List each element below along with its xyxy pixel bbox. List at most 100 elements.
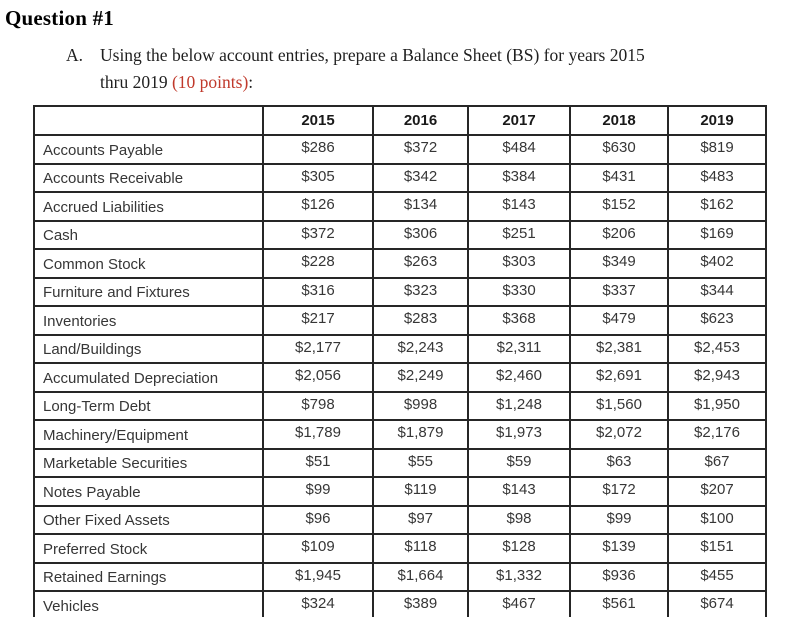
table-row: Notes Payable $99 $119 $143 $172 $207 [33,476,767,507]
value-cell: $330 [467,276,571,307]
account-label-cell: Cash [33,219,264,250]
year-header-2015: 2015 [262,105,374,136]
account-label-cell: Accounts Payable [33,134,264,165]
value-cell: $97 [372,504,469,535]
value-cell: $483 [667,162,767,193]
instruction-line-2: thru 2019 (10 points): [100,69,776,96]
account-table-body: Accounts Payable $286 $372 $484 $630 $819 Ac… [33,134,767,617]
account-label-cell: Land/Buildings [33,333,264,364]
table-row: Accounts Payable $286 $372 $484 $630 $819 [33,134,767,165]
instruction-line-2-text: thru 2019 [100,72,172,92]
value-cell: $286 [262,134,374,165]
document-page: Question #1 A. Using the below account e… [0,6,793,617]
value-cell: $1,950 [667,390,767,421]
account-label-cell: Machinery/Equipment [33,419,264,450]
instruction-line-1: Using the below account entries, prepare… [100,45,645,65]
value-cell: $283 [372,305,469,336]
table-row: Accrued Liabilities $126 $134 $143 $152 $162 [33,191,767,222]
value-cell: $2,691 [569,362,669,393]
points-text: (10 points) [171,72,249,92]
value-cell: $206 [569,219,669,250]
value-cell: $623 [667,305,767,336]
table-row: Machinery/Equipment $1,789 $1,879 $1,973 $2… [33,419,767,450]
value-cell: $305 [262,162,374,193]
value-cell: $2,056 [262,362,374,393]
value-cell: $344 [667,276,767,307]
account-label-cell: Preferred Stock [33,533,264,564]
value-cell: $306 [372,219,469,250]
instruction-suffix: : [248,72,254,92]
table-row: Common Stock $228 $263 $303 $349 $402 [33,248,767,279]
account-label-cell: Accrued Liabilities [33,191,264,222]
value-cell: $819 [667,134,767,165]
value-cell: $479 [569,305,669,336]
value-cell: $2,243 [372,333,469,364]
question-heading: Question #1 [5,6,114,30]
value-cell: $99 [569,504,669,535]
table-header-row: 2015 2016 2017 2018 2019 [33,105,767,136]
account-label-cell: Vehicles [33,590,264,617]
value-cell: $630 [569,134,669,165]
account-label-cell: Notes Payable [33,476,264,507]
value-cell: $251 [467,219,571,250]
table-row: Inventories $217 $283 $368 $479 $623 [33,305,767,336]
value-cell: $172 [569,476,669,507]
value-cell: $63 [569,447,669,478]
account-label-cell: Accounts Receivable [33,162,264,193]
value-cell: $1,945 [262,561,374,592]
value-cell: $561 [569,590,669,617]
year-header-2017: 2017 [467,105,571,136]
value-cell: $143 [467,476,571,507]
value-cell: $99 [262,476,374,507]
value-cell: $798 [262,390,374,421]
year-header-2019: 2019 [667,105,767,136]
value-cell: $368 [467,305,571,336]
value-cell: $55 [372,447,469,478]
table-row: Furniture and Fixtures $316 $323 $330 $337 $… [33,276,767,307]
account-label-cell: Other Fixed Assets [33,504,264,535]
value-cell: $1,664 [372,561,469,592]
value-cell: $1,332 [467,561,571,592]
value-cell: $431 [569,162,669,193]
value-cell: $151 [667,533,767,564]
value-cell: $2,453 [667,333,767,364]
value-cell: $372 [262,219,374,250]
value-cell: $467 [467,590,571,617]
year-header-2018: 2018 [569,105,669,136]
table-row: Other Fixed Assets $96 $97 $98 $99 $100 [33,504,767,535]
value-cell: $1,973 [467,419,571,450]
value-cell: $2,177 [262,333,374,364]
value-cell: $402 [667,248,767,279]
table-row: Cash $372 $306 $251 $206 $169 [33,219,767,250]
account-label-cell: Accumulated Depreciation [33,362,264,393]
value-cell: $96 [262,504,374,535]
value-cell: $109 [262,533,374,564]
value-cell: $143 [467,191,571,222]
table-row: Long-Term Debt $798 $998 $1,248 $1,560 $1,95… [33,390,767,421]
value-cell: $217 [262,305,374,336]
value-cell: $936 [569,561,669,592]
account-entries-table: 2015 2016 2017 2018 2019 Accounts Payabl… [33,105,767,617]
table-row: Retained Earnings $1,945 $1,664 $1,332 $936… [33,561,767,592]
value-cell: $126 [262,191,374,222]
value-cell: $228 [262,248,374,279]
account-label-cell: Long-Term Debt [33,390,264,421]
account-label-cell: Furniture and Fixtures [33,276,264,307]
value-cell: $207 [667,476,767,507]
value-cell: $324 [262,590,374,617]
table-row: Preferred Stock $109 $118 $128 $139 $151 [33,533,767,564]
value-cell: $337 [569,276,669,307]
value-cell: $100 [667,504,767,535]
value-cell: $2,460 [467,362,571,393]
value-cell: $674 [667,590,767,617]
value-cell: $98 [467,504,571,535]
value-cell: $484 [467,134,571,165]
value-cell: $455 [667,561,767,592]
value-cell: $323 [372,276,469,307]
value-cell: $162 [667,191,767,222]
value-cell: $303 [467,248,571,279]
value-cell: $372 [372,134,469,165]
account-label-cell: Inventories [33,305,264,336]
value-cell: $1,879 [372,419,469,450]
value-cell: $316 [262,276,374,307]
